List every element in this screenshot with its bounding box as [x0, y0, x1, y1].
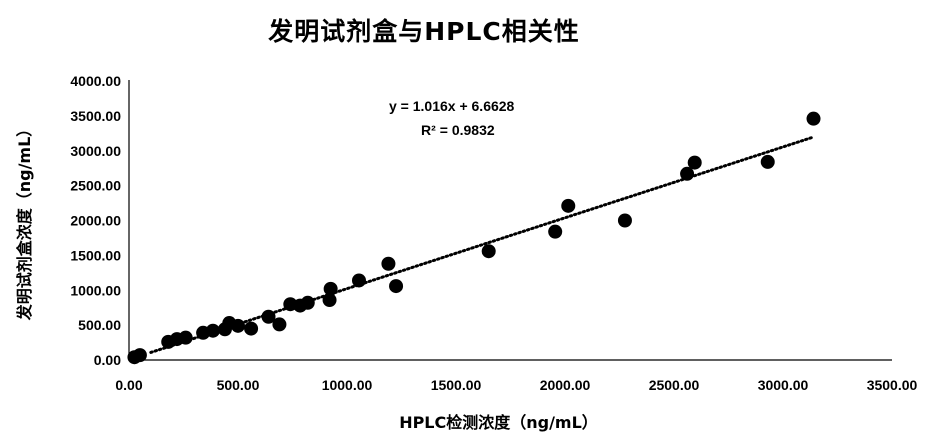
- y-axis-title: 发明试剂盒浓度（ng/mL）: [15, 121, 34, 322]
- trendline-equation: y = 1.016x + 6.6628: [389, 98, 515, 114]
- data-point: [482, 244, 496, 258]
- r-squared-symbol: R²: [421, 122, 436, 138]
- y-tick-label: 0.00: [94, 352, 121, 368]
- x-tick-label: 3000.00: [758, 377, 809, 393]
- data-point: [618, 214, 632, 228]
- data-point: [352, 273, 366, 287]
- x-tick-label: 500.00: [217, 377, 260, 393]
- x-tick-labels: 0.00 500.00 1000.00 1500.00 2000.00 2500.00 30…: [115, 377, 917, 393]
- data-point: [244, 322, 258, 336]
- data-point: [206, 324, 220, 338]
- data-point: [807, 112, 821, 126]
- r-squared-value: = 0.9832: [440, 122, 495, 138]
- x-tick-label: 0.00: [115, 377, 142, 393]
- data-point: [272, 317, 286, 331]
- y-tick-label: 1500.00: [70, 247, 121, 263]
- data-point: [761, 155, 775, 169]
- r-squared-label: R²= 0.9832: [421, 122, 495, 138]
- y-tick-labels: 0.00 500.00 1000.00 1500.00 2000.00 2500.00 30…: [70, 73, 121, 368]
- y-tick-label: 500.00: [78, 317, 121, 333]
- data-point: [548, 225, 562, 239]
- y-tick-label: 2500.00: [70, 178, 121, 194]
- x-axis-title: HPLC检测浓度（ng/mL）: [399, 413, 598, 432]
- y-tick-label: 1000.00: [70, 282, 121, 298]
- data-point: [381, 257, 395, 271]
- data-point: [389, 279, 403, 293]
- data-point: [324, 282, 338, 296]
- x-tick-label: 3500.00: [867, 377, 918, 393]
- y-tick-label: 3500.00: [70, 108, 121, 124]
- x-tick-label: 1500.00: [431, 377, 482, 393]
- data-point: [179, 331, 193, 345]
- axes: [129, 80, 892, 360]
- data-points: [127, 112, 820, 365]
- y-tick-label: 2000.00: [70, 213, 121, 229]
- y-tick-label: 4000.00: [70, 73, 121, 89]
- trendline: [151, 138, 812, 353]
- data-point: [133, 348, 147, 362]
- data-point: [231, 319, 245, 333]
- x-tick-label: 1000.00: [322, 377, 373, 393]
- data-point: [561, 199, 575, 213]
- x-tick-label: 2500.00: [649, 377, 700, 393]
- x-tick-label: 2000.00: [540, 377, 591, 393]
- y-tick-label: 3000.00: [70, 143, 121, 159]
- data-point: [301, 296, 315, 310]
- data-point: [688, 156, 702, 170]
